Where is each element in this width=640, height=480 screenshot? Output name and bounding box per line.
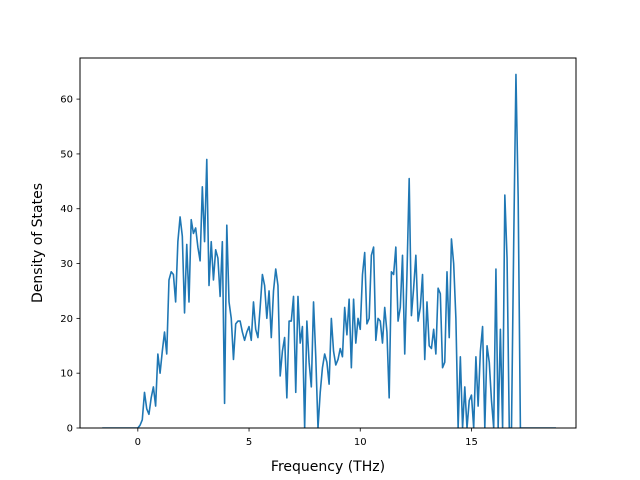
y-tick-label: 40 bbox=[60, 204, 73, 215]
y-axis-ticks: 0 10 20 30 40 50 60 bbox=[60, 95, 80, 435]
x-axis-label: Frequency (THz) bbox=[271, 459, 385, 475]
x-tick-label: 0 bbox=[135, 437, 141, 448]
y-tick-label: 10 bbox=[60, 369, 73, 380]
x-tick-label: 5 bbox=[246, 437, 252, 448]
x-tick-label: 15 bbox=[465, 437, 478, 448]
y-tick-label: 60 bbox=[60, 95, 73, 106]
y-tick-label: 50 bbox=[60, 149, 73, 160]
x-axis-ticks: 0 5 10 15 bbox=[135, 428, 478, 448]
y-tick-label: 30 bbox=[60, 259, 73, 270]
plot-layer bbox=[102, 73, 556, 428]
x-tick-label: 10 bbox=[354, 437, 367, 448]
dos-series-line-0 bbox=[102, 73, 556, 428]
y-tick-label: 20 bbox=[60, 314, 73, 325]
plot-frame bbox=[79, 57, 577, 429]
y-tick-label: 0 bbox=[67, 424, 73, 435]
y-axis-label: Density of States bbox=[30, 183, 46, 303]
